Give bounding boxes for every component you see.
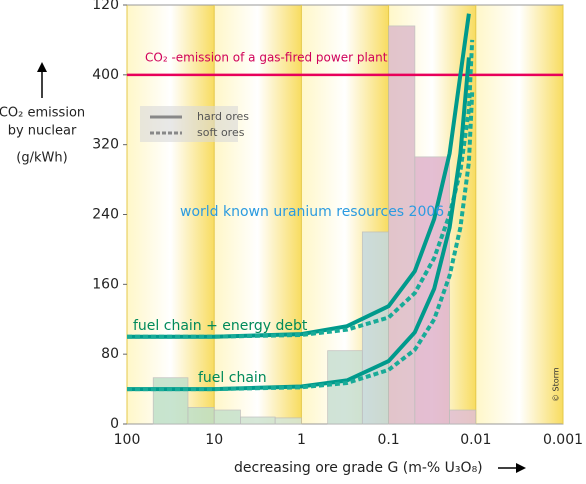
- copyright: © Storm: [552, 367, 561, 402]
- x-tick-label: 0.01: [460, 432, 491, 448]
- histogram-bar: [240, 416, 276, 425]
- y-tick-label: 120: [92, 0, 119, 13]
- histogram-bar: [213, 409, 241, 425]
- background-band: [475, 5, 563, 424]
- annotation: world known uranium resources 2006: [180, 204, 444, 220]
- x-tick-label: 100: [114, 432, 141, 448]
- x-tick-label: 1: [297, 432, 306, 448]
- legend-label: hard ores: [197, 110, 249, 123]
- legend-box: [140, 106, 238, 142]
- y-tick-label: 80: [101, 346, 119, 362]
- annotation: fuel chain + energy debt: [133, 318, 308, 334]
- y-axis-label: (g/kWh): [16, 151, 67, 166]
- y-tick-label: 320: [92, 137, 119, 153]
- x-tick-label: 0.1: [377, 432, 399, 448]
- y-axis-label: by nuclear: [8, 124, 77, 139]
- y-tick-label: 400: [92, 67, 119, 83]
- y-tick-label: 160: [92, 276, 119, 292]
- histogram-bar: [327, 350, 363, 425]
- x-tick-label: 0.001: [543, 432, 583, 448]
- histogram-bar: [361, 231, 390, 425]
- curve: [127, 92, 475, 392]
- x-axis-label: decreasing ore grade G (m-% U₃O₈): [234, 460, 483, 476]
- histogram-bar: [152, 377, 189, 425]
- histogram-bar: [449, 409, 477, 425]
- y-arrow-head: [37, 62, 47, 72]
- reference-label: CO₂ -emission of a gas-fired power plant: [145, 51, 388, 65]
- annotation: fuel chain: [198, 370, 267, 386]
- legend-label: soft ores: [197, 126, 245, 139]
- histogram-bar: [274, 417, 302, 425]
- y-axis-label: CO₂ emission: [0, 106, 85, 121]
- y-tick-label: 0: [110, 416, 119, 432]
- histogram-bar: [388, 25, 416, 425]
- x-arrow-head: [516, 463, 526, 473]
- curve: [127, 39, 475, 339]
- x-tick-label: 10: [205, 432, 223, 448]
- y-tick-label: 240: [92, 207, 119, 223]
- histogram-bar: [187, 407, 215, 425]
